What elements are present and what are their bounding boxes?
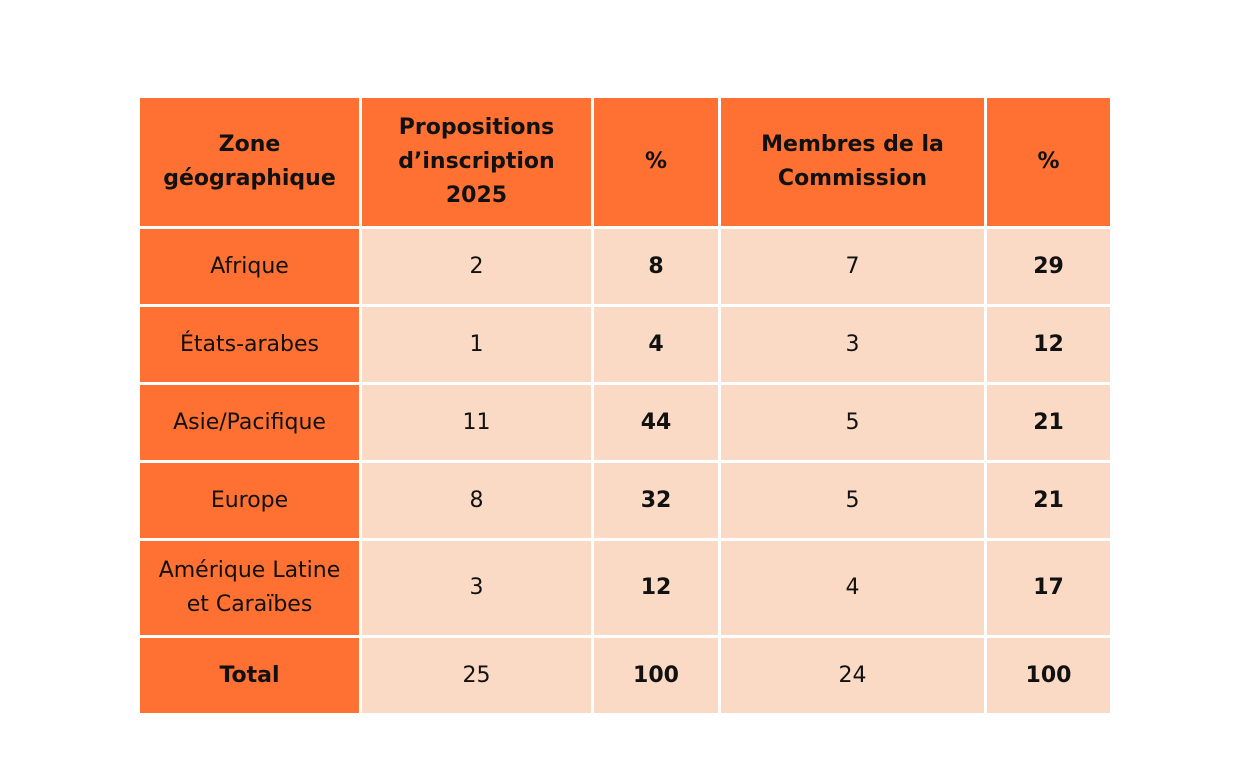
header-membres: Membres de la Commission — [721, 98, 984, 226]
membres-pct-cell: 21 — [987, 385, 1110, 460]
header-propositions: Propositions d’inscription 2025 — [362, 98, 591, 226]
propositions-pct-cell: 4 — [594, 307, 718, 382]
propositions-pct-cell: 44 — [594, 385, 718, 460]
propositions-cell: 11 — [362, 385, 591, 460]
total-row: Total 25 100 24 100 — [140, 638, 1110, 713]
header-membres-pct: % — [987, 98, 1110, 226]
table-row: Asie/Pacifique 11 44 5 21 — [140, 385, 1110, 460]
header-row: Zone géographique Propositions d’inscrip… — [140, 98, 1110, 226]
membres-cell: 5 — [721, 463, 984, 538]
zone-cell: États-arabes — [140, 307, 359, 382]
data-table-container: Zone géographique Propositions d’inscrip… — [140, 98, 1110, 713]
header-zone: Zone géographique — [140, 98, 359, 226]
table-row: États-arabes 1 4 3 12 — [140, 307, 1110, 382]
membres-cell: 7 — [721, 229, 984, 304]
total-propositions-pct-cell: 100 — [594, 638, 718, 713]
propositions-cell: 3 — [362, 541, 591, 635]
membres-pct-cell: 21 — [987, 463, 1110, 538]
total-membres-cell: 24 — [721, 638, 984, 713]
membres-cell: 4 — [721, 541, 984, 635]
header-propositions-pct: % — [594, 98, 718, 226]
membres-cell: 3 — [721, 307, 984, 382]
total-propositions-cell: 25 — [362, 638, 591, 713]
propositions-cell: 2 — [362, 229, 591, 304]
total-membres-pct-cell: 100 — [987, 638, 1110, 713]
table-row: Europe 8 32 5 21 — [140, 463, 1110, 538]
membres-pct-cell: 29 — [987, 229, 1110, 304]
propositions-pct-cell: 12 — [594, 541, 718, 635]
membres-pct-cell: 17 — [987, 541, 1110, 635]
total-label-cell: Total — [140, 638, 359, 713]
propositions-cell: 8 — [362, 463, 591, 538]
membres-pct-cell: 12 — [987, 307, 1110, 382]
propositions-cell: 1 — [362, 307, 591, 382]
zone-cell: Europe — [140, 463, 359, 538]
zone-cell: Asie/Pacifique — [140, 385, 359, 460]
table-row: Amérique Latine et Caraïbes 3 12 4 17 — [140, 541, 1110, 635]
zone-cell: Amérique Latine et Caraïbes — [140, 541, 359, 635]
membres-cell: 5 — [721, 385, 984, 460]
propositions-pct-cell: 32 — [594, 463, 718, 538]
table-row: Afrique 2 8 7 29 — [140, 229, 1110, 304]
zone-cell: Afrique — [140, 229, 359, 304]
propositions-pct-cell: 8 — [594, 229, 718, 304]
geographic-distribution-table: Zone géographique Propositions d’inscrip… — [137, 95, 1113, 716]
